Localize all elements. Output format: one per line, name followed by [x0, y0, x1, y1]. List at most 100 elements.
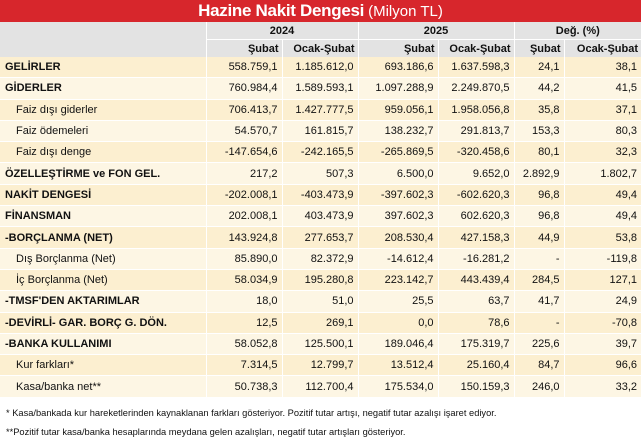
cell: - — [513, 312, 565, 334]
footnotes: * Kasa/bankada kur hareketlerinden kayna… — [0, 398, 641, 442]
cell: 189.046,4 — [357, 333, 439, 356]
footnote: **Pozitif tutar kasa/banka hesaplarında … — [6, 426, 406, 437]
row-label: NAKİT DENGESİ — [0, 184, 206, 207]
cell: 127,1 — [563, 269, 641, 292]
column-header: Ocak-Şubat — [437, 39, 515, 57]
table-row: FİNANSMAN 202.008,1 403.473,9 397.602,3 602.… — [0, 205, 641, 228]
cell: 80,1 — [513, 141, 565, 164]
footnote: * Kasa/bankada kur hareketlerinden kayna… — [6, 407, 497, 418]
cell: 1.097.288,9 — [357, 77, 439, 100]
table-row: Kasa/banka net** 50.738,3 112.700,4 175.534… — [0, 375, 641, 398]
cell: -202.008,1 — [205, 184, 282, 207]
cell: 397.602,3 — [357, 205, 439, 228]
cell: 284,5 — [513, 269, 565, 292]
row-label: ÖZELLEŞTİRME ve FON GEL. — [0, 162, 206, 185]
cell: -403.473,9 — [281, 184, 359, 207]
group-header-row: 2024 2025 Değ. (%) — [0, 22, 641, 40]
column-header: Şubat — [513, 39, 565, 57]
unit: (Milyon TL) — [368, 3, 443, 20]
table-row: -DEVİRLİ- GAR. BORÇ G. DÖN. 12,5 269,1 0,0 7… — [0, 312, 641, 334]
cell: 150.159,3 — [437, 375, 515, 398]
table-row: ÖZELLEŞTİRME ve FON GEL. 217,2 507,3 6.500,… — [0, 162, 641, 185]
table: 2024 2025 Değ. (%) Şubat Ocak-Şubat Şubat Ocak… — [0, 22, 641, 398]
row-label: GELİRLER — [0, 57, 206, 79]
row-label: GİDERLER — [0, 77, 206, 100]
cell: 125.500,1 — [281, 333, 359, 356]
cell: -16.281,2 — [437, 248, 515, 270]
row-label: -BANKA KULLANIMI — [0, 333, 206, 356]
cell: 44,2 — [513, 77, 565, 100]
cell: 1.637.598,3 — [437, 57, 515, 79]
cell: 24,9 — [563, 290, 641, 313]
cell: 41,7 — [513, 290, 565, 313]
cell: 223.142,7 — [357, 269, 439, 292]
cell: 33,2 — [563, 375, 641, 398]
title: Hazine Nakit Dengesi — [198, 1, 365, 20]
cell: 41,5 — [563, 77, 641, 100]
cell: 18,0 — [205, 290, 282, 313]
cell: 693.186,6 — [357, 57, 439, 79]
cell: 959.056,1 — [357, 99, 439, 121]
table-row: GELİRLER 558.759,1 1.185.612,0 693.186,6 1.6… — [0, 57, 641, 79]
cell: 85.890,0 — [205, 248, 282, 270]
cell: 112.700,4 — [281, 375, 359, 398]
cell: 143.924,8 — [205, 226, 282, 249]
cell: 78,6 — [437, 312, 515, 334]
cell: 246,0 — [513, 375, 565, 398]
cell: 277.653,7 — [281, 226, 359, 249]
cell: 53,8 — [563, 226, 641, 249]
cell: 195.280,8 — [281, 269, 359, 292]
column-header: Şubat — [357, 39, 439, 57]
table-row: İç Borçlanma (Net) 58.034,9 195.280,8 223.1… — [0, 269, 641, 292]
cell: 1.589.593,1 — [281, 77, 359, 100]
cell: 9.652,0 — [437, 162, 515, 185]
table-row: -TMSF'DEN AKTARIMLAR 18,0 51,0 25,5 63,7 41,7… — [0, 290, 641, 313]
cell: 507,3 — [281, 162, 359, 185]
cell: 1.185.612,0 — [281, 57, 359, 79]
column-header: Şubat — [205, 39, 282, 57]
cell: 25,5 — [357, 290, 439, 313]
cell: 63,7 — [437, 290, 515, 313]
row-label: -BORÇLANMA (NET) — [0, 226, 206, 249]
table-row: NAKİT DENGESİ -202.008,1 -403.473,9 -397.60… — [0, 184, 641, 207]
cell: 38,1 — [563, 57, 641, 79]
cell: -397.602,3 — [357, 184, 439, 207]
cell: 175.534,0 — [357, 375, 439, 398]
cell: 202.008,1 — [205, 205, 282, 228]
group-header: 2024 — [205, 22, 359, 40]
row-label: İç Borçlanma (Net) — [0, 269, 206, 292]
cell: 269,1 — [281, 312, 359, 334]
row-label: Kasa/banka net** — [0, 375, 206, 398]
row-label: Faiz ödemeleri — [0, 120, 206, 143]
cell: 54.570,7 — [205, 120, 282, 143]
table-row: Faiz dışı denge -147.654,6 -242.165,5 -265.… — [0, 141, 641, 164]
cell: 32,3 — [563, 141, 641, 164]
cell: 96,8 — [513, 184, 565, 207]
table-row: Kur farkları* 7.314,5 12.799,7 13.512,4 25.1… — [0, 354, 641, 377]
row-label: FİNANSMAN — [0, 205, 206, 228]
corner — [0, 22, 206, 40]
cell: 760.984,4 — [205, 77, 282, 100]
cell: 49,4 — [563, 184, 641, 207]
cell: -265.869,5 — [357, 141, 439, 164]
cell: 558.759,1 — [205, 57, 282, 79]
cell: 58.034,9 — [205, 269, 282, 292]
cell: -14.612,4 — [357, 248, 439, 270]
cell: -119,8 — [563, 248, 641, 270]
cell: -70,8 — [563, 312, 641, 334]
cell: 96,8 — [513, 205, 565, 228]
cell: 1.958.056,8 — [437, 99, 515, 121]
cell: 706.413,7 — [205, 99, 282, 121]
title-bar: Hazine Nakit Dengesi (Milyon TL) — [0, 0, 641, 22]
table-row: Faiz ödemeleri 54.570,7 161.815,7 138.232,7… — [0, 120, 641, 143]
table-row: GİDERLER 760.984,4 1.589.593,1 1.097.288,9 2… — [0, 77, 641, 100]
cell: 153,3 — [513, 120, 565, 143]
table-row: -BORÇLANMA (NET) 143.924,8 277.653,7 208.53… — [0, 226, 641, 249]
row-label: Kur farkları* — [0, 354, 206, 377]
cell: 37,1 — [563, 99, 641, 121]
cell: 49,4 — [563, 205, 641, 228]
cell: 44,9 — [513, 226, 565, 249]
cell: 291.813,7 — [437, 120, 515, 143]
cell: 161.815,7 — [281, 120, 359, 143]
